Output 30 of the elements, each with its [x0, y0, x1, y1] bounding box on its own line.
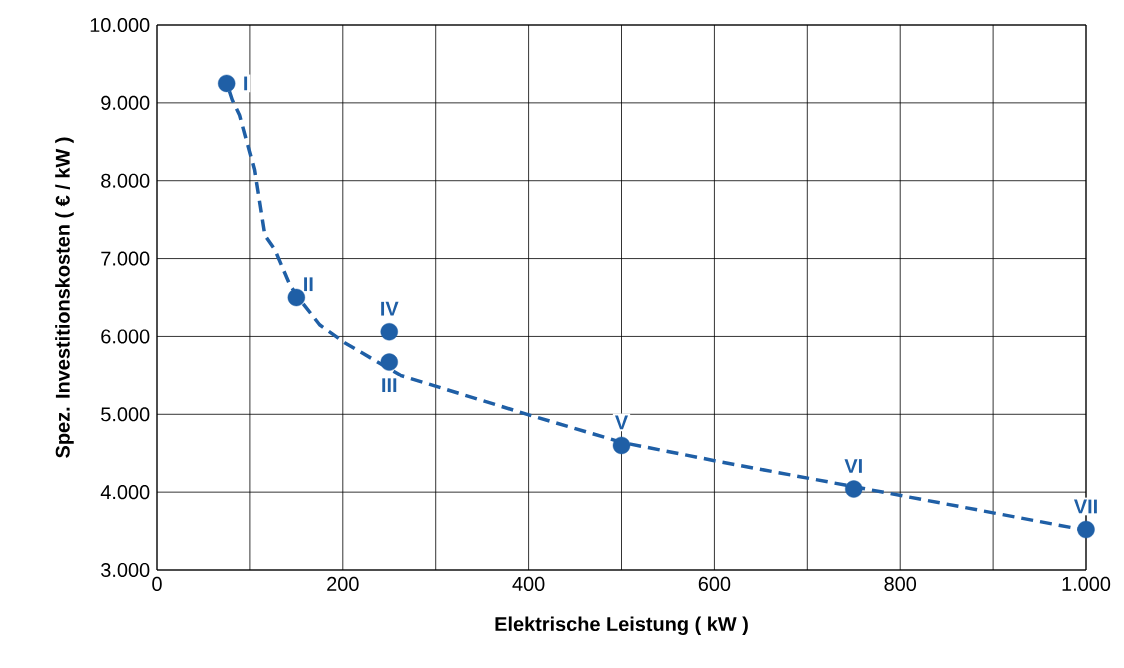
y-tick-label: 7.000: [101, 251, 150, 266]
y-tick-label: 5.000: [101, 407, 150, 422]
annotation: I: [244, 76, 248, 91]
x-axis-title: Elektrische Leistung ( kW ): [495, 616, 748, 636]
x-tick-label: 0: [152, 576, 162, 591]
annotation: V: [615, 415, 629, 430]
y-axis-title: Spez. Investitionskosten ( € / kW ): [55, 137, 74, 458]
annotation: VI: [844, 459, 862, 473]
annotation: II: [304, 277, 313, 292]
point: [1077, 520, 1095, 539]
y-tick-label: 9.000: [101, 95, 150, 110]
point: [845, 480, 863, 498]
point: [380, 353, 398, 371]
x-tick-label: 800: [884, 576, 917, 591]
x-tick-label: 1.000: [1062, 576, 1111, 591]
y-tick-label: 8.000: [101, 173, 150, 188]
y-tick-label: 6.000: [101, 329, 150, 344]
point: [217, 74, 236, 93]
y-tick-label: 10.000: [90, 17, 150, 33]
x-tick-label: 600: [698, 576, 731, 591]
point: [612, 436, 631, 455]
x-tick-label: 200: [327, 576, 359, 591]
annotation: VII: [1073, 499, 1097, 514]
annotation: III: [382, 378, 397, 393]
point: [380, 323, 398, 341]
x-tick-label: 400: [512, 576, 545, 591]
annotation: IV: [381, 301, 399, 316]
y-tick-label: 3.000: [101, 562, 150, 578]
point: [287, 288, 306, 307]
y-tick-label: 4.000: [100, 485, 150, 500]
